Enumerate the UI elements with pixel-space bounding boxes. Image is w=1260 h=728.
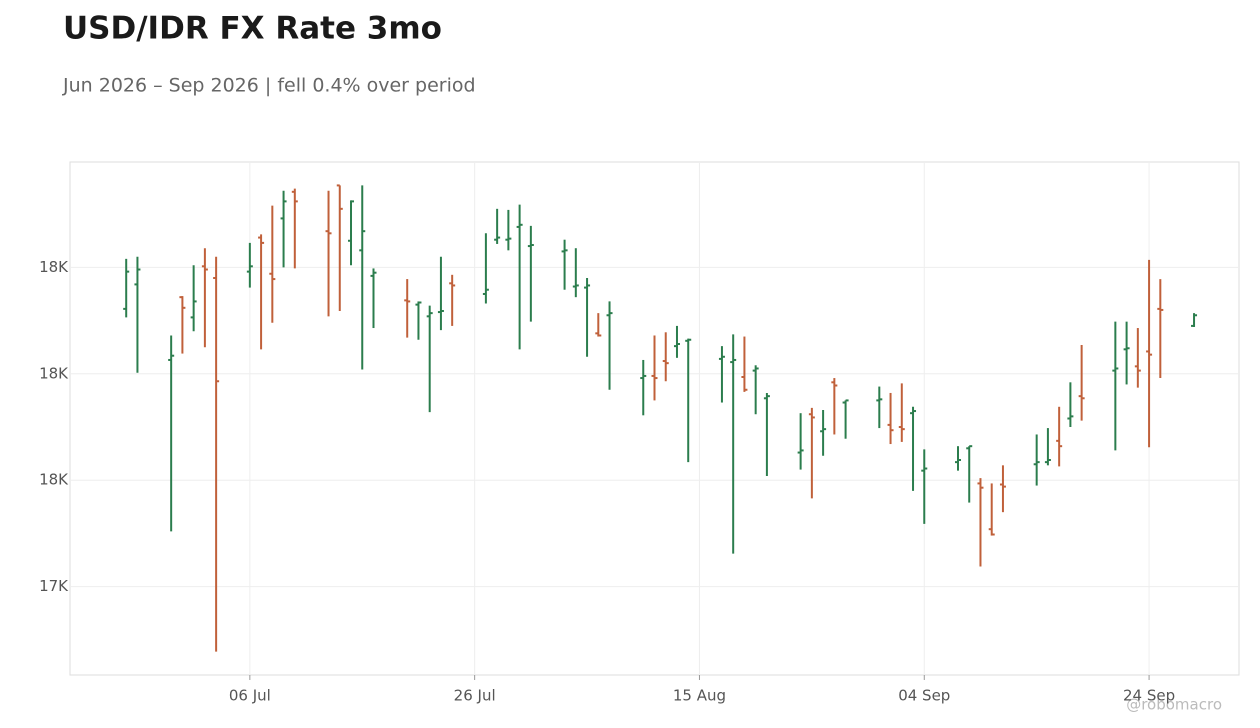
plot-frame	[69, 161, 1240, 676]
chart-title: USD/IDR FX Rate 3mo	[63, 11, 442, 47]
x-tick-label: 06 Jul	[229, 687, 271, 705]
y-tick-label: 18K	[39, 471, 69, 489]
x-tick-label: 04 Sep	[898, 687, 950, 705]
x-tick-label: 15 Aug	[673, 687, 726, 705]
y-tick-label: 18K	[39, 364, 69, 382]
x-tick-label: 24 Sep	[1123, 687, 1175, 705]
y-tick-label: 17K	[39, 577, 69, 595]
x-tick-label: 26 Jul	[454, 687, 496, 705]
chart-subtitle: Jun 2026 – Sep 2026 | fell 0.4% over per…	[62, 75, 476, 97]
y-tick-label: 18K	[39, 258, 69, 276]
watermark: @robomacro	[1126, 696, 1222, 714]
